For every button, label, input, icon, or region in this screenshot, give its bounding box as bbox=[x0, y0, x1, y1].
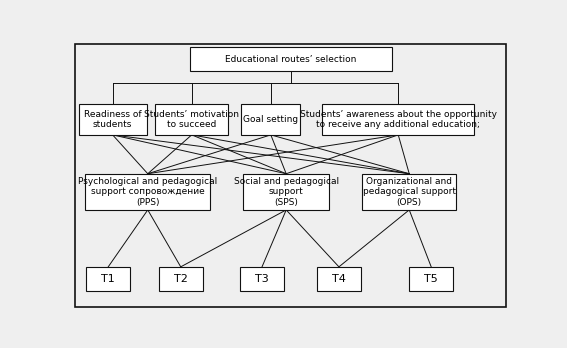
Text: Organizational and
pedagogical support
(OPS): Organizational and pedagogical support (… bbox=[363, 177, 456, 207]
FancyBboxPatch shape bbox=[241, 104, 301, 135]
FancyBboxPatch shape bbox=[75, 45, 506, 307]
Text: Social and pedagogical
support
(SPS): Social and pedagogical support (SPS) bbox=[234, 177, 338, 207]
FancyBboxPatch shape bbox=[362, 174, 456, 210]
FancyBboxPatch shape bbox=[409, 267, 453, 291]
Text: T5: T5 bbox=[424, 274, 438, 284]
Text: Students’ awareness about the opportunity
to receive any additional education;: Students’ awareness about the opportunit… bbox=[300, 110, 497, 129]
FancyBboxPatch shape bbox=[240, 267, 284, 291]
FancyBboxPatch shape bbox=[317, 267, 361, 291]
FancyBboxPatch shape bbox=[159, 267, 203, 291]
Text: T4: T4 bbox=[332, 274, 346, 284]
Text: Psychological and pedagogical
support сопровождение
(PPS): Psychological and pedagogical support со… bbox=[78, 177, 217, 207]
Text: Readiness of
students: Readiness of students bbox=[84, 110, 141, 129]
FancyBboxPatch shape bbox=[189, 47, 392, 71]
FancyBboxPatch shape bbox=[323, 104, 474, 135]
FancyBboxPatch shape bbox=[79, 104, 147, 135]
Text: T3: T3 bbox=[255, 274, 269, 284]
Text: T1: T1 bbox=[101, 274, 115, 284]
Text: Students’ motivation
to succeed: Students’ motivation to succeed bbox=[144, 110, 239, 129]
FancyBboxPatch shape bbox=[243, 174, 329, 210]
Text: T2: T2 bbox=[174, 274, 188, 284]
FancyBboxPatch shape bbox=[86, 267, 130, 291]
Text: Goal setting: Goal setting bbox=[243, 115, 298, 124]
Text: Educational routes’ selection: Educational routes’ selection bbox=[225, 55, 356, 64]
FancyBboxPatch shape bbox=[155, 104, 228, 135]
FancyBboxPatch shape bbox=[85, 174, 210, 210]
